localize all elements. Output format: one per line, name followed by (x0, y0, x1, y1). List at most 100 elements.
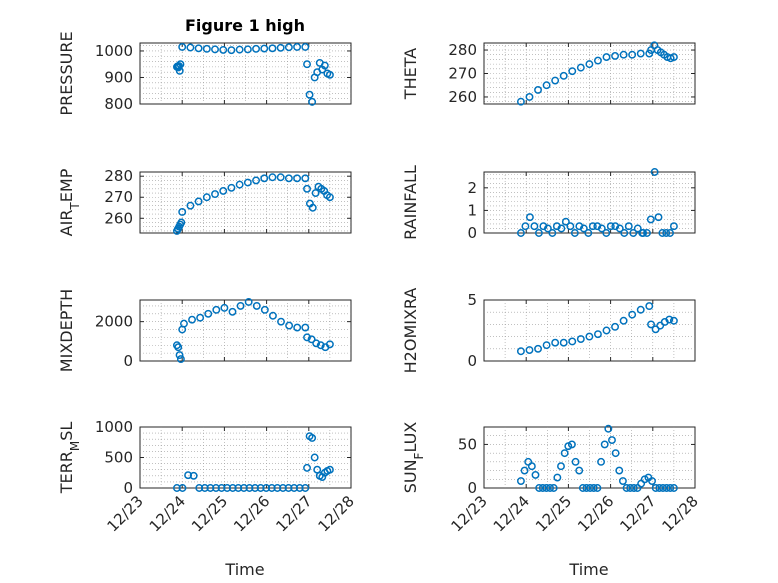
data-point (608, 436, 616, 445)
data-point (252, 176, 260, 185)
y-tick-label: 2000 (95, 313, 133, 331)
y-tick-label: 0 (467, 352, 477, 370)
y-axis-label: H2OMIXRA (401, 288, 420, 374)
data-point (234, 484, 243, 492)
data-point (284, 484, 293, 492)
data-point (636, 49, 645, 58)
data-point (262, 484, 271, 492)
data-point (568, 337, 577, 346)
data-point (273, 484, 282, 492)
data-point (325, 465, 334, 474)
y-tick-label: 800 (104, 95, 133, 113)
data-point (293, 43, 302, 51)
data-point (310, 453, 319, 462)
data-point (260, 44, 269, 53)
data-point (194, 44, 203, 53)
data-point (597, 457, 606, 466)
data-point (220, 303, 229, 312)
data-point (626, 484, 635, 492)
data-point (305, 90, 314, 99)
data-point (551, 338, 560, 347)
data-point (606, 222, 615, 231)
data-point (658, 229, 667, 237)
data-point (176, 60, 185, 69)
data-point (228, 307, 237, 316)
data-point (622, 484, 631, 492)
data-point (311, 189, 320, 197)
data-point (217, 484, 226, 492)
data-point (531, 470, 540, 479)
data-point (243, 45, 252, 54)
data-point (295, 484, 304, 492)
data-point (186, 201, 195, 210)
data-point (538, 484, 547, 492)
data-point (624, 222, 633, 231)
x-axis-label-left: Time (224, 560, 264, 579)
data-point (188, 315, 196, 324)
data-point (527, 462, 536, 471)
data-point (279, 484, 287, 492)
y-tick-label: 900 (104, 68, 133, 86)
y-axis-label: RAINFALL (401, 165, 420, 240)
data-point (535, 484, 544, 492)
data-point (628, 50, 637, 59)
data-point (666, 229, 675, 237)
data-point (301, 484, 310, 492)
data-point (534, 85, 542, 94)
data-point (602, 229, 611, 237)
data-point (206, 484, 215, 492)
data-point (604, 424, 613, 433)
data-point (244, 298, 253, 306)
data-point (239, 484, 248, 492)
data-point (615, 466, 624, 475)
x-tick-label: 12/28 (315, 492, 358, 535)
data-point (268, 44, 277, 53)
figure-title: Figure 1 high (185, 16, 305, 35)
data-point (202, 193, 211, 202)
y-tick-label: 260 (448, 88, 477, 106)
data-point (200, 484, 209, 492)
data-point (669, 222, 678, 231)
data-point (307, 335, 316, 344)
data-point (260, 174, 269, 183)
data-point (586, 484, 595, 492)
data-point (268, 311, 277, 320)
data-point (645, 302, 654, 311)
data-point (267, 484, 276, 492)
data-point (228, 484, 237, 492)
data-point (589, 484, 598, 492)
y-axis-label: AIRTEMP (57, 168, 82, 236)
y-tick-label: 270 (448, 65, 477, 83)
data-point (650, 168, 659, 176)
data-point (325, 340, 334, 349)
y-axis-label-part: H2OMIXRA (401, 288, 420, 374)
data-point (659, 484, 667, 492)
data-point (303, 60, 311, 69)
data-point (178, 43, 187, 51)
data-point (277, 317, 285, 326)
y-tick-label: 50 (458, 435, 477, 453)
data-point (516, 347, 525, 356)
data-point (593, 330, 602, 339)
data-point (516, 229, 525, 237)
data-point (534, 229, 543, 237)
x-tick-label: 12/27 (272, 492, 315, 535)
data-point (611, 322, 620, 331)
data-point (597, 224, 606, 233)
data-point (651, 484, 660, 492)
data-point (588, 222, 597, 231)
data-point (548, 229, 557, 237)
subplot-5: 0 2000 MIXDEPTH (57, 289, 352, 372)
data-point (235, 180, 244, 189)
subplot-2: 260 270 280 THETA (401, 41, 696, 106)
data-point (566, 222, 575, 231)
data-point (669, 53, 678, 62)
data-point (301, 174, 310, 183)
data-point (611, 51, 620, 60)
y-axis-label: TERRMSL (57, 422, 82, 495)
data-point (553, 473, 562, 482)
y-axis-label-part: THETA (401, 48, 420, 100)
y-tick-label: 0 (467, 224, 477, 242)
y-axis-label-part: TERR (57, 451, 76, 494)
